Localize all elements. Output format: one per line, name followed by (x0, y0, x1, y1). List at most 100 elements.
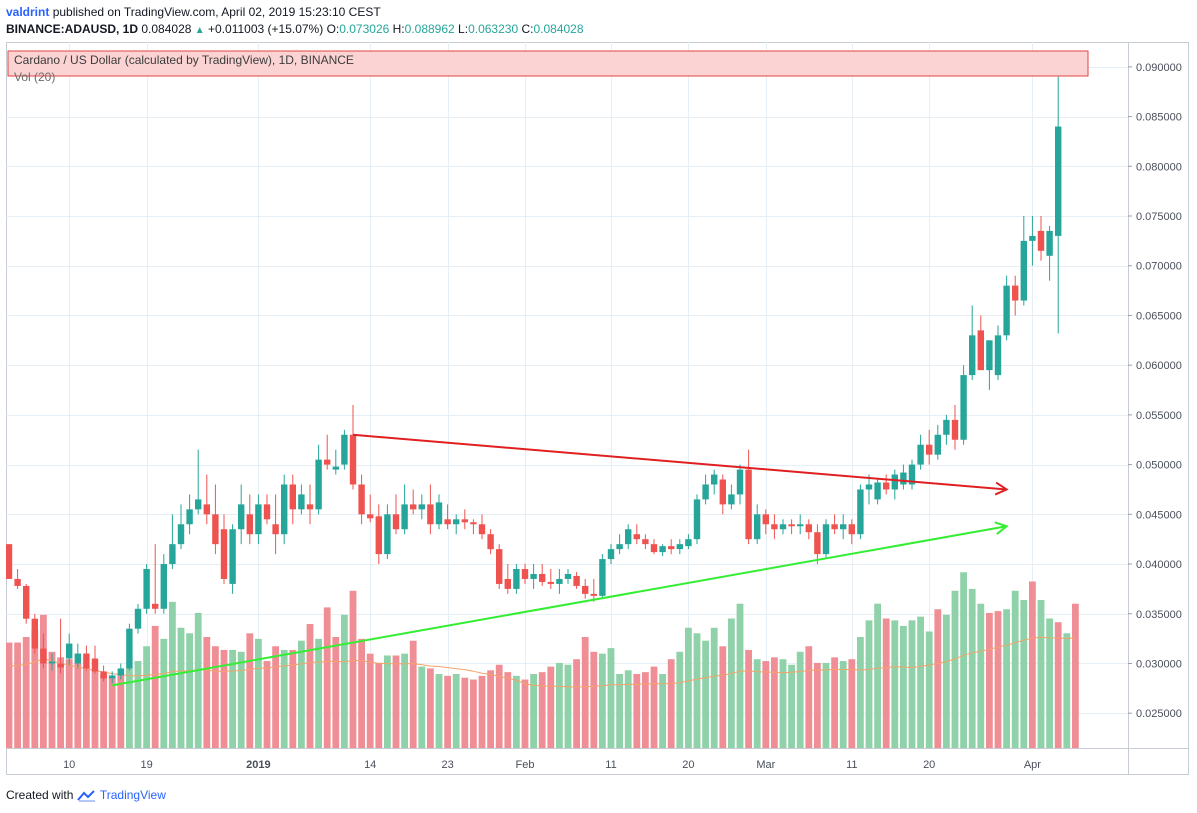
candle[interactable] (384, 504, 391, 560)
candle-body[interactable] (212, 514, 219, 545)
candle[interactable] (797, 514, 804, 535)
candle-body[interactable] (831, 524, 838, 530)
candle[interactable] (1012, 275, 1019, 316)
time-axis[interactable]: 10 19 2019 14 23 Feb 11 20 Mar 11 20 Apr (63, 759, 1041, 771)
candle[interactable] (324, 434, 331, 470)
candle-body[interactable] (650, 544, 658, 553)
candle[interactable] (977, 315, 984, 371)
candle[interactable] (487, 529, 494, 555)
candle[interactable] (281, 474, 288, 545)
candle[interactable] (788, 519, 795, 535)
price-chart[interactable]: 0.090000 0.085000 0.080000 0.075000 0.070000… (5, 42, 1189, 775)
candle-body[interactable] (788, 524, 795, 527)
candle[interactable] (91, 645, 99, 674)
candle-body[interactable] (1037, 230, 1045, 251)
candle-body[interactable] (496, 549, 503, 584)
candle-body[interactable] (91, 658, 99, 672)
candle-body[interactable] (203, 504, 210, 515)
candle-body[interactable] (513, 569, 520, 589)
candle-body[interactable] (160, 564, 167, 609)
candle[interactable] (616, 534, 623, 555)
candle-body[interactable] (341, 434, 348, 465)
candle[interactable] (711, 469, 718, 495)
candle[interactable] (805, 519, 812, 540)
candle-body[interactable] (444, 519, 451, 525)
candle[interactable] (195, 449, 202, 515)
candle[interactable] (315, 444, 322, 515)
candle[interactable] (289, 474, 296, 525)
candle-body[interactable] (349, 434, 357, 485)
candle[interactable] (883, 474, 890, 495)
candle-body[interactable] (582, 585, 589, 594)
candle[interactable] (435, 494, 443, 530)
candle[interactable] (728, 484, 735, 510)
candle-body[interactable] (487, 534, 494, 550)
candle[interactable] (14, 569, 21, 589)
candle[interactable] (969, 305, 976, 381)
candle-body[interactable] (547, 581, 554, 584)
candle[interactable] (272, 494, 279, 555)
candle-body[interactable] (564, 573, 572, 579)
candle[interactable] (186, 494, 193, 535)
candle-body[interactable] (40, 648, 47, 664)
support-line[interactable] (112, 525, 1007, 687)
candle[interactable] (1046, 225, 1053, 281)
candle[interactable] (1003, 275, 1010, 341)
candle-body[interactable] (599, 559, 606, 596)
candle-body[interactable] (891, 474, 898, 490)
candle[interactable] (263, 494, 271, 525)
candle[interactable] (117, 663, 124, 680)
candle-body[interactable] (848, 524, 855, 535)
candle-body[interactable] (255, 504, 262, 535)
candle-body[interactable] (5, 544, 13, 579)
candle[interactable] (332, 449, 339, 475)
candle-body[interactable] (874, 482, 881, 500)
candle[interactable] (848, 519, 855, 545)
candle-body[interactable] (177, 524, 185, 545)
resistance-line[interactable] (352, 433, 1007, 491)
candle-body[interactable] (702, 484, 709, 500)
candle[interactable] (607, 544, 615, 565)
candle[interactable] (143, 564, 150, 614)
candle-body[interactable] (367, 514, 374, 519)
candle-body[interactable] (48, 661, 56, 664)
candle-body[interactable] (633, 534, 640, 540)
candle[interactable] (255, 494, 262, 545)
author-link[interactable]: valdrint (6, 5, 50, 19)
candle[interactable] (891, 469, 898, 500)
candle[interactable] (676, 539, 683, 555)
candle[interactable] (874, 479, 881, 505)
candle[interactable] (504, 564, 511, 594)
candle-body[interactable] (143, 569, 150, 609)
candle-body[interactable] (238, 504, 245, 530)
candle-body[interactable] (908, 464, 916, 485)
candle-body[interactable] (728, 494, 735, 505)
candle-body[interactable] (676, 544, 683, 550)
candle-body[interactable] (126, 628, 133, 669)
candle-body[interactable] (840, 524, 847, 530)
candle-body[interactable] (384, 514, 391, 555)
candle[interactable] (539, 564, 546, 586)
candle-body[interactable] (375, 516, 382, 555)
candle-body[interactable] (109, 675, 116, 679)
candle-body[interactable] (822, 524, 830, 555)
candle-body[interactable] (1003, 285, 1010, 336)
candle[interactable] (521, 564, 529, 584)
candle[interactable] (719, 474, 726, 515)
candle[interactable] (951, 404, 959, 450)
candle[interactable] (367, 494, 374, 523)
candle[interactable] (530, 564, 537, 589)
candle-body[interactable] (100, 671, 107, 679)
candle-body[interactable] (994, 335, 1002, 376)
candle[interactable] (831, 514, 838, 535)
candle[interactable] (392, 494, 400, 535)
tradingview-link[interactable]: TradingView (99, 788, 166, 802)
candle[interactable] (668, 539, 675, 555)
candle[interactable] (48, 653, 56, 671)
candle[interactable] (1020, 216, 1027, 306)
candle-body[interactable] (685, 539, 692, 547)
candle-body[interactable] (298, 494, 305, 510)
candle-body[interactable] (289, 484, 296, 510)
candle[interactable] (943, 414, 950, 445)
candle[interactable] (556, 569, 563, 594)
